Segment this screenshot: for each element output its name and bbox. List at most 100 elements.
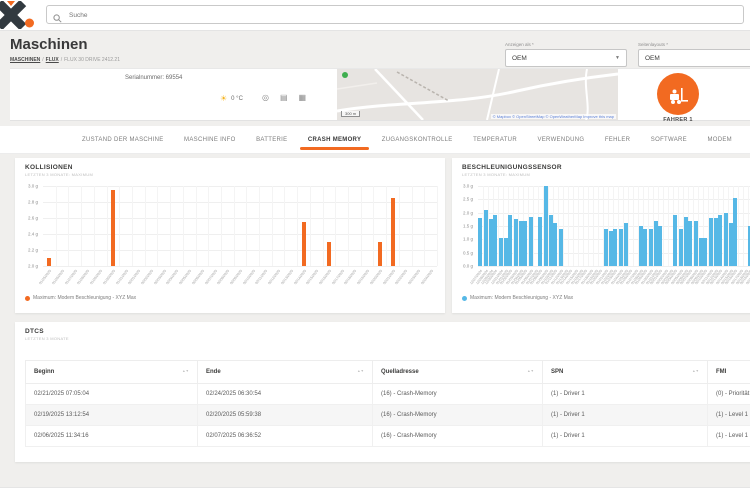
tab-software[interactable]: SOFTWARE (647, 128, 691, 152)
column-header-fmi[interactable]: FMI▲▼ (708, 361, 750, 384)
tab-crash-memory[interactable]: CRASH MEMORY (304, 128, 365, 152)
y-tick-label: 2.0 g (463, 210, 473, 215)
bar (649, 229, 653, 266)
x-logo-icon (0, 1, 36, 29)
page-layout-select[interactable]: OEM (638, 49, 750, 67)
column-header-ende[interactable]: Ende▲▼ (198, 361, 373, 384)
bar (624, 223, 628, 266)
bar (654, 221, 658, 266)
weather-widget: ☀ 0 °C (220, 94, 243, 103)
sort-icon[interactable]: ▲▼ (692, 370, 699, 374)
table-cell: (0) - Priorität: 0 (708, 384, 750, 405)
document-icon[interactable]: ▤ (280, 93, 288, 102)
gridline (593, 186, 594, 266)
tab-temperatur[interactable]: TEMPERATUR (469, 128, 521, 152)
top-bar (0, 0, 750, 31)
bar (709, 218, 713, 266)
gridline (578, 186, 579, 266)
gridline (663, 186, 664, 266)
temperature-value: 0 °C (231, 96, 243, 102)
driver-card[interactable]: FAHRER 1 (646, 73, 710, 123)
driver-name: FAHRER 1 (646, 117, 710, 123)
serial-number: Serialnummer: 69554 (125, 75, 182, 81)
map-attribution[interactable]: © Mapbox © OpenStreetMap © OpenWeatherMa… (491, 114, 616, 119)
breadcrumb-link[interactable]: MASCHINEN (10, 57, 40, 63)
table-cell: (16) - Crash-Memory (373, 426, 543, 447)
y-axis: 2.0 g2.2 g2.4 g2.6 g2.8 g3.0 g (15, 186, 41, 266)
gridline (183, 186, 184, 266)
gridline (412, 186, 413, 266)
gridline (196, 186, 197, 266)
dtcs-card: DTCS LETZTEN 3 MONATE Beginn▲▼Ende▲▼Quel… (15, 322, 750, 462)
bar (729, 223, 733, 266)
tab-maschine-info[interactable]: MASCHINE INFO (180, 128, 240, 152)
bar (714, 218, 718, 266)
sort-icon[interactable]: ▲▼ (527, 370, 534, 374)
table-cell: (1) - Driver 1 (543, 384, 708, 405)
gridline (533, 186, 534, 266)
y-tick-label: 1.0 g (463, 237, 473, 242)
bar (688, 221, 692, 266)
machines-dashboard: Maschinen MASCHINEN/FLUX/FLUX 30 DRIVE 2… (0, 0, 750, 500)
table-cell: (1) - Level 1 (708, 426, 750, 447)
search-input[interactable] (67, 7, 721, 24)
gridline (170, 186, 171, 266)
table-row[interactable]: 02/19/2025 13:12:5402/20/2025 05:59:38(1… (26, 405, 750, 426)
tab-batterie[interactable]: BATTERIE (252, 128, 291, 152)
tab-zugangskontrolle[interactable]: ZUGANGSKONTROLLE (378, 128, 457, 152)
location-map[interactable]: 300 m © Mapbox © OpenStreetMap © OpenWea… (337, 69, 618, 120)
table-cell: (1) - Level 1 (708, 405, 750, 426)
tab-fehler[interactable]: FEHLER (601, 128, 634, 152)
y-tick-label: 2.5 g (463, 197, 473, 202)
section-tabs-bar: ZUSTAND DER MASCHINE MASCHINE INFO BATTERI… (0, 126, 750, 154)
display-as-label: Anzeigen als * (505, 42, 627, 47)
gridline (633, 186, 634, 266)
tab-verwendung[interactable]: VERWENDUNG (533, 128, 588, 152)
gridline (43, 186, 437, 187)
breadcrumb-link[interactable]: FLUX (46, 57, 59, 63)
bar (718, 215, 722, 266)
tab-zustand-der-maschine[interactable]: ZUSTAND DER MASCHINE (78, 128, 168, 152)
y-tick-label: 2.0 g (28, 264, 38, 269)
column-header-quelladresse[interactable]: Quelladresse▲▼ (373, 361, 543, 384)
gridline (297, 186, 298, 266)
display-as-dropdown-group: Anzeigen als * OEM ▼ (505, 42, 627, 67)
gridline (738, 186, 739, 266)
bar (484, 210, 488, 266)
bar (684, 217, 688, 266)
display-as-select[interactable]: OEM ▼ (505, 49, 627, 67)
legend-label: Maximum: Modem Beschleunigung - XYZ Max (33, 295, 136, 301)
sort-icon[interactable]: ▲▼ (182, 370, 189, 374)
table-row[interactable]: 02/21/2025 07:05:0402/24/2025 06:30:54(1… (26, 384, 750, 405)
y-tick-label: 2.6 g (28, 216, 38, 221)
x-axis: 01/25/202501/26/202501/27/202501/28/2025… (43, 267, 437, 295)
gridline (221, 186, 222, 266)
breadcrumb-separator: / (61, 57, 62, 63)
gridline (361, 186, 362, 266)
plot-area (478, 186, 750, 267)
x-tick-label: 02/13/2025 (280, 269, 294, 285)
column-header-beginn[interactable]: Beginn▲▼ (26, 361, 198, 384)
table-cell: 02/21/2025 07:05:04 (26, 384, 198, 405)
qr-code-icon[interactable]: ▦ (299, 93, 307, 102)
legend-label: Maximum: Modem Beschleunigung - XYZ Max (470, 295, 573, 301)
bar (47, 258, 51, 266)
breadcrumb-separator: / (42, 57, 43, 63)
column-header-spn[interactable]: SPN▲▼ (543, 361, 708, 384)
y-tick-label: 2.8 g (28, 200, 38, 205)
bar (327, 242, 331, 266)
gridline (43, 218, 437, 219)
y-axis: 0.0 g0.5 g1.0 g1.5 g2.0 g2.5 g3.0 g (452, 186, 476, 266)
locate-icon[interactable]: ◎ (262, 93, 269, 102)
gridline (81, 186, 82, 266)
bar (519, 221, 523, 266)
bar (489, 219, 493, 266)
chevron-down-icon: ▼ (615, 55, 620, 61)
brand-logo[interactable] (0, 1, 36, 34)
gridline (373, 186, 374, 266)
sort-icon[interactable]: ▲▼ (357, 370, 364, 374)
tab-modem[interactable]: MODEM (703, 128, 736, 152)
x-tick-label: 02/23/2025 (407, 269, 421, 285)
table-row[interactable]: 02/06/2025 11:34:1602/07/2025 06:36:52(1… (26, 426, 750, 447)
x-tick-label: 02/09/2025 (229, 269, 243, 285)
